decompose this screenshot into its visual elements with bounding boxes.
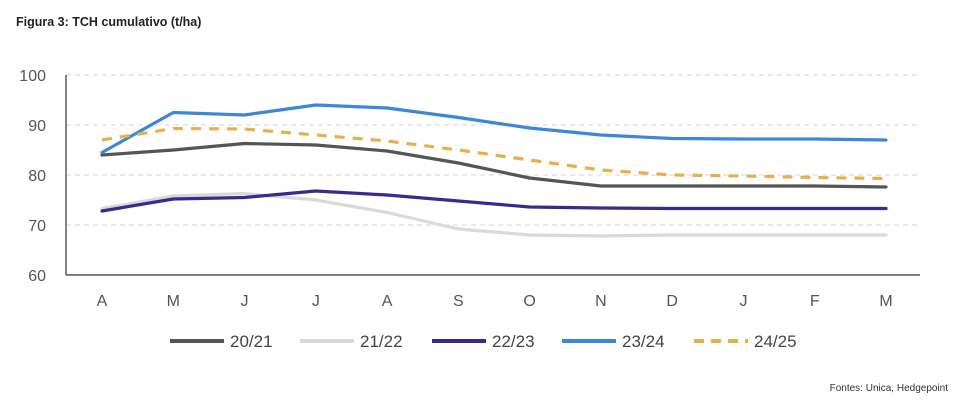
- series-line-21-22: [100, 191, 888, 238]
- legend: 20/21 21/22 22/23 23/24 24/25: [170, 332, 797, 351]
- figure-title: Figura 3: TCH cumulativo (t/ha): [16, 15, 202, 29]
- legend-label: 23/24: [622, 332, 665, 351]
- y-tick-label: 80: [28, 168, 46, 185]
- legend-label: 21/22: [360, 332, 403, 351]
- grid-lines: [66, 74, 920, 226]
- y-tick-label: 90: [28, 118, 46, 135]
- x-tick-label: D: [666, 293, 678, 310]
- y-tick-label: 70: [28, 218, 46, 235]
- y-tick-label: 100: [19, 68, 46, 85]
- series-line-24-25: [101, 126, 887, 181]
- series-line-22-23: [100, 189, 888, 213]
- x-tick-label: S: [453, 293, 464, 310]
- x-tick-label: J: [312, 293, 320, 310]
- legend-label: 20/21: [230, 332, 273, 351]
- source-note: Fontes: Unica, Hedgepoint: [829, 383, 948, 394]
- x-tick-label: M: [167, 293, 180, 310]
- x-tick-label: O: [523, 293, 535, 310]
- x-tick-label: A: [382, 293, 393, 310]
- x-tick-label: N: [595, 293, 607, 310]
- y-tick-labels: 60 70 80 90 100: [19, 68, 46, 285]
- axes: [65, 75, 920, 276]
- series-lines: [100, 103, 888, 238]
- x-tick-label: M: [879, 293, 892, 310]
- x-tick-label: J: [739, 293, 747, 310]
- y-tick-label: 60: [28, 268, 46, 285]
- legend-label: 22/23: [492, 332, 535, 351]
- x-tick-label: J: [241, 293, 249, 310]
- series-line-23-24: [100, 103, 888, 155]
- legend-label: 24/25: [754, 332, 797, 351]
- x-tick-label: A: [97, 293, 108, 310]
- x-tick-label: F: [810, 293, 820, 310]
- series-line-20-21: [100, 141, 888, 189]
